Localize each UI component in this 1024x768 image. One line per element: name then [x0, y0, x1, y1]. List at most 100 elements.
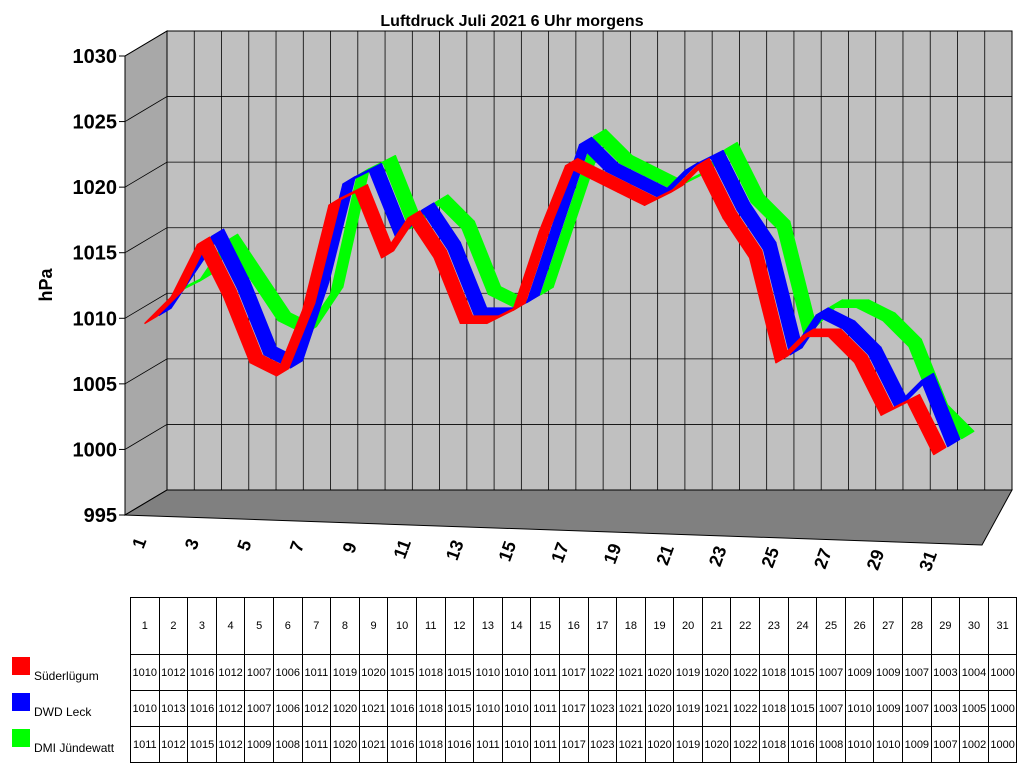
table-cell: 1015: [387, 654, 417, 691]
table-cell: 1021: [616, 726, 646, 763]
table-cell: 1008: [272, 726, 303, 763]
table-cell: 1018: [415, 726, 446, 763]
y-tick-label: 1005: [73, 374, 118, 396]
series-group: [144, 128, 975, 456]
table-header-cell: 1: [130, 597, 160, 655]
table-cell: 1000: [987, 690, 1018, 727]
table-cell: 1011: [301, 726, 332, 763]
table-cell: 1016: [387, 690, 417, 727]
floor: [123, 489, 1013, 546]
table-cell: 1020: [330, 690, 360, 727]
x-axis-ticks: 1 3 5 7 9 11 13 15 17 19 21 23 25 27 29 31: [128, 535, 941, 574]
table-cell: 1021: [616, 690, 646, 727]
table-header-cell: 27: [873, 597, 904, 655]
table-header-cell: 22: [730, 597, 761, 655]
x-tick-label: 27: [810, 546, 836, 572]
table-cell: 1018: [415, 690, 446, 727]
table-header-cell: 20: [673, 597, 703, 655]
table-cell: 1010: [844, 690, 875, 727]
table-cell: 1020: [644, 726, 675, 763]
table-header-cell: 10: [387, 597, 417, 655]
table-header-cell: 30: [959, 597, 989, 655]
table-header-cell: 15: [530, 597, 560, 655]
y-tick-label: 1010: [73, 308, 118, 330]
table-cell: 1003: [930, 690, 961, 727]
table-cell: 1018: [415, 654, 446, 691]
table-cell: 1022: [730, 654, 761, 691]
table-cell: 1010: [473, 654, 503, 691]
line-chart-3d: Luftdruck Juli 2021 6 Uhr morgens hPa 99…: [36, 13, 1013, 574]
table-cell: 1010: [844, 726, 875, 763]
table-cell: 1013: [158, 690, 189, 727]
left-wall: [124, 30, 168, 516]
table-cell: 1000: [987, 654, 1018, 691]
table-cell: 1023: [587, 726, 618, 763]
table-header-cell: 17: [587, 597, 618, 655]
table-cell: 1009: [873, 690, 904, 727]
y-tick-label: 1025: [73, 112, 118, 134]
table-header-cell: 4: [215, 597, 246, 655]
table-header-cell: 8: [330, 597, 360, 655]
table-header-cell: 18: [616, 597, 646, 655]
x-tick-label: 15: [495, 539, 521, 565]
legend-swatch: [12, 657, 30, 675]
table-cell: 1019: [673, 726, 703, 763]
table-cell: 1015: [444, 654, 475, 691]
table-cell: 1007: [902, 654, 932, 691]
table-cell: 1017: [558, 690, 589, 727]
x-tick-label: 11: [390, 537, 415, 562]
table-cell: 1007: [244, 690, 274, 727]
series-s-derl-gum: [144, 157, 947, 456]
table-header-cell: 31: [987, 597, 1018, 655]
table-header-cell: 25: [816, 597, 846, 655]
table-cell: 1019: [673, 654, 703, 691]
table-cell: 1003: [930, 654, 961, 691]
table-cell: 1004: [959, 654, 989, 691]
table-header-cell: 16: [558, 597, 589, 655]
table-cell: 1016: [444, 726, 475, 763]
table-cell: 1020: [701, 654, 732, 691]
table-header-cell: 5: [244, 597, 274, 655]
table-cell: 1018: [759, 690, 789, 727]
table-cell: 1010: [130, 690, 160, 727]
x-tick-label: 9: [339, 540, 361, 556]
table-cell: 1015: [787, 690, 818, 727]
table-cell: 1012: [215, 690, 246, 727]
x-tick-label: 31: [915, 548, 941, 574]
table-cell: 1008: [816, 726, 846, 763]
table-cell: 1019: [330, 654, 360, 691]
table-cell: 1010: [130, 654, 160, 691]
chart-title: Luftdruck Juli 2021 6 Uhr morgens: [380, 13, 643, 30]
table-cell: 1020: [644, 690, 675, 727]
table-header-cell: 7: [301, 597, 332, 655]
x-tick-label: 13: [442, 537, 468, 563]
table-cell: 1007: [902, 690, 932, 727]
table-cell: 1012: [215, 726, 246, 763]
table-header-cell: 9: [358, 597, 389, 655]
table-cell: 1020: [644, 654, 675, 691]
y-tick-label: 1000: [73, 439, 118, 461]
table-cell: 1006: [272, 654, 303, 691]
x-tick-label: 29: [863, 547, 889, 573]
table-cell: 1011: [530, 726, 560, 763]
table-header-cell: 6: [272, 597, 303, 655]
table-cell: 1016: [787, 726, 818, 763]
table-cell: 1012: [158, 726, 189, 763]
table-cell: 1000: [987, 726, 1018, 763]
table-header-cell: 14: [501, 597, 532, 655]
table-cell: 1015: [187, 726, 217, 763]
table-cell: 1009: [844, 654, 875, 691]
x-tick-label: 23: [705, 543, 731, 569]
table-cell: 1015: [787, 654, 818, 691]
table-header-cell: 2: [158, 597, 189, 655]
legend-swatch: [12, 729, 30, 747]
table-header-cell: 23: [759, 597, 789, 655]
table-cell: 1018: [759, 654, 789, 691]
table-header-cell: 28: [902, 597, 932, 655]
x-tick-label: 19: [600, 541, 626, 567]
series-segment: [920, 372, 961, 448]
y-tick-label: 1020: [73, 177, 118, 199]
table-cell: 1011: [130, 726, 160, 763]
table-cell: 1007: [930, 726, 961, 763]
legend-entry: DMI Jündewatt: [8, 727, 130, 763]
